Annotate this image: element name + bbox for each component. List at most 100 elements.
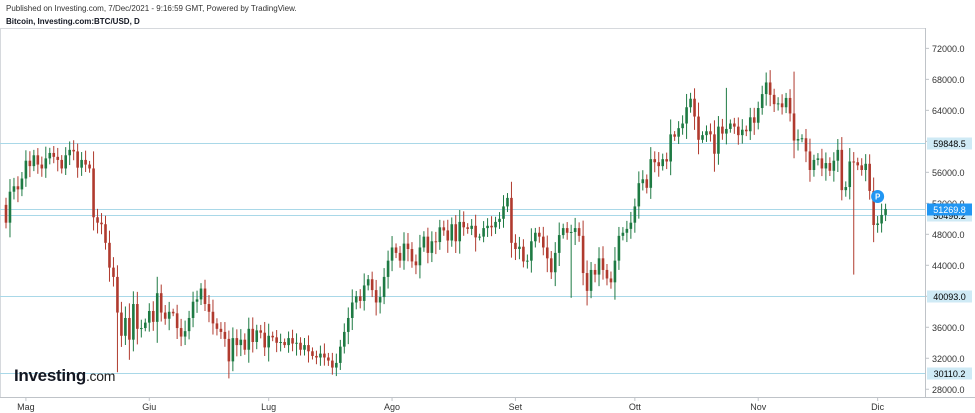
candle-body — [633, 206, 637, 223]
candle-body — [410, 249, 414, 262]
level-label: 40093.0 — [933, 292, 966, 302]
candle-body — [16, 186, 20, 190]
candle-body — [378, 297, 382, 303]
candle-body — [637, 183, 641, 207]
candle-body — [108, 242, 111, 268]
candle-body — [390, 247, 394, 261]
candle-body — [645, 179, 649, 188]
candle-body — [132, 304, 135, 340]
candle-body — [864, 163, 867, 171]
candle-body — [358, 296, 362, 301]
candle-body — [721, 126, 724, 134]
candle-body — [144, 322, 147, 329]
candle-body — [231, 338, 235, 362]
candle-body — [677, 128, 680, 137]
candle-body — [64, 155, 67, 169]
y-tick-label: 56000.0 — [932, 168, 965, 178]
candle-body — [820, 158, 824, 169]
candle-body — [167, 311, 171, 319]
candle-body — [343, 331, 346, 347]
level-label: 59848.5 — [933, 139, 966, 149]
candle-body — [331, 360, 334, 368]
candle-body — [4, 204, 8, 223]
candle-body — [741, 129, 744, 136]
candle-body — [259, 330, 263, 333]
published-caption: Published on Investing.com, 7/Dec/2021 -… — [6, 4, 297, 13]
candle-body — [155, 293, 159, 322]
x-tick-label: Nov — [750, 402, 767, 412]
p-marker-icon — [871, 190, 885, 203]
candle-body — [697, 116, 700, 140]
candle-body — [621, 232, 625, 236]
candle-body — [748, 117, 752, 132]
candle-body — [752, 117, 756, 123]
candle-body — [597, 258, 601, 275]
candle-body — [402, 243, 406, 261]
candle-body — [239, 339, 243, 346]
candle-body — [665, 159, 668, 162]
candle-body — [175, 313, 179, 329]
candle-body — [737, 126, 740, 136]
candle-body — [84, 159, 87, 165]
candle-body — [275, 337, 278, 343]
candle-body — [12, 186, 16, 192]
candle-body — [534, 232, 537, 242]
candle-body — [581, 235, 585, 274]
candle-body — [386, 260, 390, 277]
candle-body — [147, 311, 151, 323]
candle-body — [287, 338, 290, 346]
candle-body — [315, 355, 318, 358]
x-tick-label: Set — [509, 402, 523, 412]
p-marker-label: P — [875, 193, 881, 202]
candle-body — [171, 311, 175, 314]
candle-body — [211, 311, 215, 324]
candle-body — [382, 276, 386, 298]
candle-body — [482, 228, 485, 237]
candle-body — [159, 293, 163, 313]
candle-body — [502, 206, 505, 219]
candle-body — [705, 131, 708, 136]
candle-body — [227, 338, 231, 362]
candle-body — [844, 187, 848, 191]
y-tick-label: 44000.0 — [932, 261, 965, 271]
candle-body — [780, 103, 784, 108]
candle-body — [518, 246, 521, 250]
candle-body — [514, 242, 517, 250]
y-tick-label: 64000.0 — [932, 106, 965, 116]
candle-body — [92, 168, 95, 218]
candle-body — [116, 276, 119, 313]
candle-body — [609, 278, 613, 283]
candle-body — [522, 246, 525, 262]
candle-body — [362, 285, 366, 301]
candle-body — [693, 98, 696, 117]
candle-body — [370, 279, 374, 291]
candle-body — [629, 222, 633, 229]
candle-body — [689, 98, 692, 108]
candle-body — [279, 341, 282, 343]
candle-body — [450, 224, 454, 241]
candle-body — [446, 230, 450, 241]
candle-body — [573, 228, 577, 232]
candle-body — [267, 335, 270, 348]
candle-body — [549, 258, 553, 273]
candle-body — [128, 317, 131, 340]
candle-body — [426, 236, 430, 253]
candle-body — [151, 311, 155, 322]
candle-body — [374, 290, 378, 303]
x-tick-label: Ago — [384, 402, 400, 412]
candle-body — [283, 341, 286, 346]
candle-body — [545, 247, 549, 259]
candle-body — [490, 225, 493, 228]
candle-body — [203, 288, 207, 305]
candle-body — [816, 158, 820, 160]
candle-body — [52, 152, 56, 157]
candle-body — [653, 159, 657, 163]
candle-body — [804, 138, 808, 152]
candle-body — [462, 221, 465, 228]
candle-body — [458, 221, 462, 242]
candle-body — [88, 164, 91, 169]
candle-body — [350, 302, 354, 318]
x-tick-label: Mag — [17, 402, 35, 412]
candle-body — [179, 328, 183, 337]
